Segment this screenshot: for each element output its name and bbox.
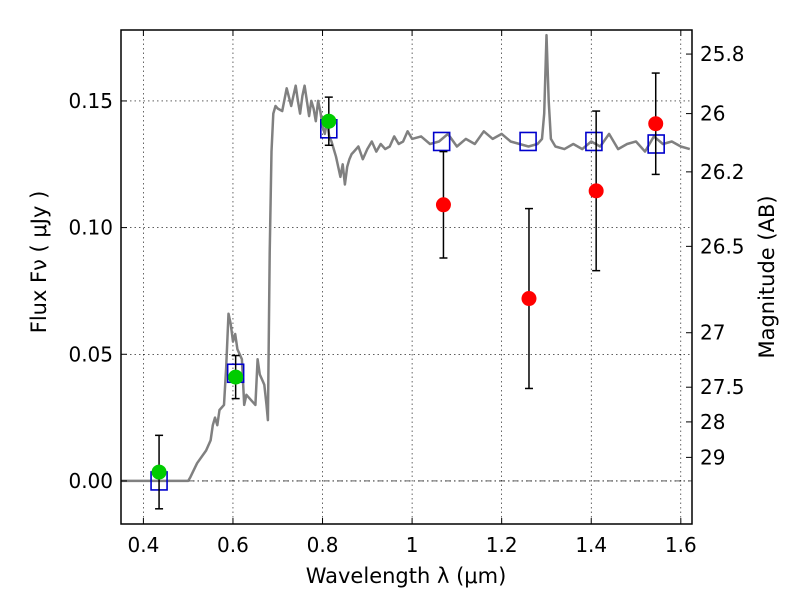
- model-spectrum-line: [121, 33, 691, 483]
- x-tick-label: 1.4: [575, 533, 607, 557]
- y-axis-label: Flux Fν ( μJy ): [27, 191, 51, 334]
- plot-frame: [120, 29, 693, 525]
- mag-tick-label: 28: [700, 410, 725, 434]
- y-tick-label: 0.00: [68, 469, 113, 493]
- x-axis-label: Wavelength λ (μm): [306, 564, 507, 588]
- y2-axis-label: Magnitude (AB): [755, 195, 779, 358]
- grid-layer: [121, 30, 692, 524]
- plot-layer: [121, 33, 691, 510]
- observed-flux-point: [151, 464, 167, 480]
- mag-tick-label: 25.8: [700, 42, 745, 66]
- tick-layer: 0.4 0.6 0.8 1 1.2 1.4 1.6 0.00 0.05 0.10 0.15 25.8 2…: [68, 30, 745, 557]
- observed-flux-point: [521, 291, 537, 307]
- x-tick-label: 1.2: [486, 533, 518, 557]
- y-tick-label: 0.15: [68, 89, 113, 113]
- mag-tick-label: 26: [700, 102, 725, 126]
- model-flux-square: [519, 131, 537, 152]
- mag-tick-label: 27.5: [700, 375, 745, 399]
- observed-flux-point: [228, 369, 244, 385]
- model-flux-square: [585, 131, 603, 152]
- y-tick-label: 0.10: [68, 216, 113, 240]
- mag-tick-label: 26.5: [700, 234, 745, 258]
- x-tick-label: 0.4: [127, 533, 159, 557]
- mag-tick-label: 27: [700, 321, 725, 345]
- observed-flux-point: [321, 113, 337, 129]
- x-tick-label: 1.6: [665, 533, 697, 557]
- x-tick-label: 0.6: [217, 533, 249, 557]
- observed-flux-point: [435, 197, 451, 213]
- mag-tick-label: 26.2: [700, 160, 745, 184]
- mag-tick-label: 29: [700, 445, 725, 469]
- model-flux-square: [432, 131, 451, 152]
- x-tick-label: 0.8: [307, 533, 339, 557]
- observed-flux-point: [588, 183, 604, 199]
- observed-flux-point: [648, 116, 664, 132]
- y-tick-label: 0.05: [68, 342, 113, 366]
- x-tick-label: 1: [406, 533, 419, 557]
